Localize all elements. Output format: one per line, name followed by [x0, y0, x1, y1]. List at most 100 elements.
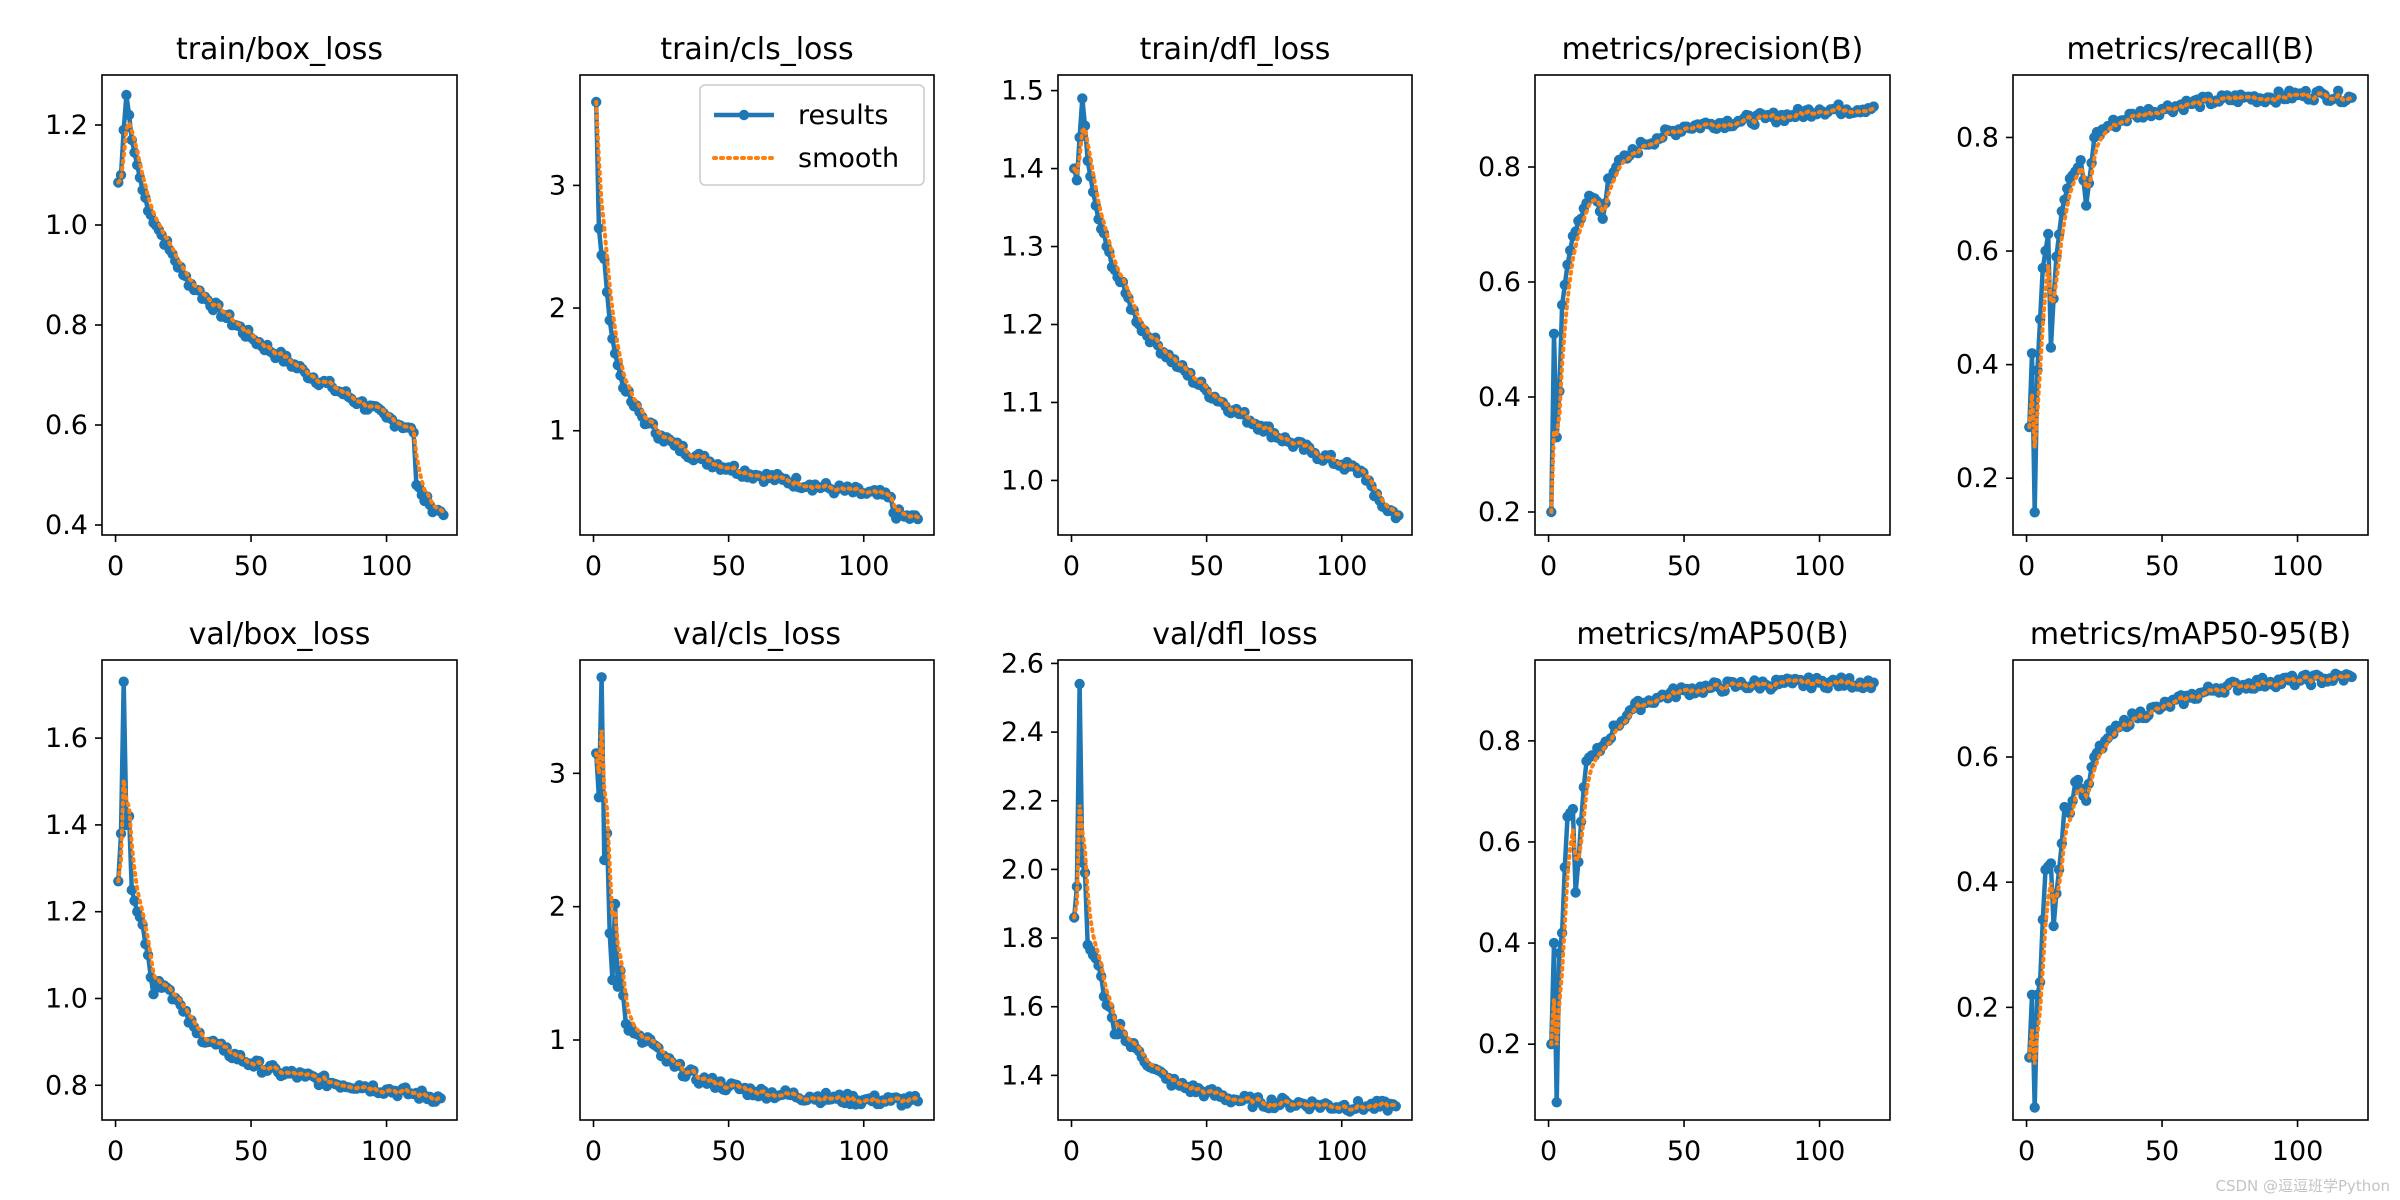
- smooth-line: [2027, 90, 2354, 448]
- y-tick-label: 0.4: [1478, 382, 1521, 413]
- x-tick-label: 100: [1316, 1136, 1368, 1167]
- y-tick-label: 0.6: [1478, 827, 1521, 858]
- y-tick-label: 0.4: [1478, 928, 1521, 959]
- axes-frame: [579, 74, 935, 536]
- results-point: [2045, 858, 2057, 869]
- subplot-val-cls-loss: val/cls_loss 0 50 100 1 2 3: [549, 617, 935, 1167]
- y-tick-label: 0.6: [1478, 267, 1521, 298]
- results-point: [609, 348, 621, 359]
- x-tick-label: 100: [361, 551, 413, 582]
- subplot-title: train/dfl_loss: [1140, 32, 1331, 67]
- x-tick-label: 100: [361, 1136, 413, 1167]
- results-point: [1551, 1097, 1562, 1108]
- legend-results-label: results: [798, 100, 888, 131]
- x-tick-label: 50: [2145, 1136, 2179, 1167]
- x-tick-label: 50: [2145, 551, 2179, 582]
- subplot-metrics-map50-95-b-: metrics/mAP50-95(B) 0 50 100 0.2 0.4 0.6: [1956, 617, 2369, 1167]
- x-tick-label: 0: [585, 1136, 602, 1167]
- x-tick-label: 50: [234, 1136, 268, 1167]
- subplot-title: val/cls_loss: [673, 617, 841, 652]
- legend-results-marker: [738, 109, 750, 121]
- axes-frame: [1534, 74, 1891, 536]
- x-tick-label: 100: [2272, 551, 2324, 582]
- results-line: [1071, 681, 1398, 1114]
- axes-frame: [2012, 74, 2369, 536]
- y-tick-label: 0.2: [1956, 992, 1999, 1023]
- y-tick-label: 2.4: [1001, 717, 1044, 748]
- subplot-metrics-precision-b-: metrics/precision(B) 0 50 100 0.2 0.4 0.6 0.8: [1478, 32, 1891, 582]
- subplot-val-dfl-loss: val/dfl_loss 0 50 100 1.4 1.6 1.8 2.0 2.2 2.4 2.6: [1001, 617, 1413, 1167]
- results-point: [593, 223, 605, 234]
- x-tick-label: 50: [1667, 551, 1701, 582]
- results-point: [2346, 671, 2357, 683]
- results-point: [596, 672, 607, 683]
- y-tick-label: 2: [549, 293, 566, 324]
- subplot-title: train/box_loss: [176, 32, 383, 67]
- results-point: [435, 1093, 446, 1104]
- results-point: [2333, 85, 2344, 97]
- y-tick-label: 1.4: [1001, 1060, 1044, 1091]
- results-point: [2026, 348, 2038, 359]
- x-tick-label: 50: [711, 1136, 745, 1167]
- subplot-title: val/dfl_loss: [1152, 617, 1317, 652]
- axes-frame: [1534, 659, 1891, 1121]
- results-point: [2305, 679, 2317, 691]
- results-point: [2040, 245, 2051, 257]
- results-line: [116, 92, 446, 517]
- y-tick-label: 0.6: [45, 410, 88, 441]
- subplot-metrics-recall-b-: metrics/recall(B) 0 50 100 0.2 0.4 0.6 0.8: [1956, 32, 2369, 582]
- y-tick-label: 1.2: [45, 897, 88, 928]
- x-tick-label: 100: [838, 551, 890, 582]
- results-point: [612, 981, 623, 992]
- y-tick-label: 0.8: [45, 310, 88, 341]
- results-line: [116, 679, 442, 1105]
- subplot-train-dfl-loss: train/dfl_loss 0 50 100 1.0 1.1 1.2 1.3 1.4 1.5: [1001, 32, 1413, 582]
- results-line: [1072, 96, 1401, 521]
- y-tick-label: 1: [549, 416, 566, 447]
- y-tick-label: 1.8: [1001, 923, 1044, 954]
- x-tick-label: 0: [1063, 1136, 1080, 1167]
- subplot-title: val/box_loss: [189, 617, 371, 652]
- subplot-metrics-map50-b-: metrics/mAP50(B) 0 50 100 0.2 0.4 0.6 0.8: [1478, 617, 1891, 1167]
- results-point: [2081, 795, 2092, 806]
- x-tick-label: 0: [2018, 1136, 2035, 1167]
- smooth-line: [2027, 673, 2354, 1065]
- results-point: [607, 333, 618, 344]
- y-tick-label: 1.1: [1001, 387, 1044, 418]
- results-point: [1548, 937, 1560, 949]
- y-tick-label: 0.2: [1956, 463, 1999, 494]
- subplot-title: metrics/mAP50(B): [1576, 617, 1848, 652]
- y-tick-label: 1.2: [45, 110, 88, 141]
- x-tick-label: 100: [1794, 551, 1846, 582]
- y-tick-label: 0.8: [1478, 726, 1521, 757]
- results-point: [1570, 887, 1581, 898]
- results-point: [1567, 803, 1579, 815]
- x-tick-label: 0: [1540, 551, 1557, 582]
- y-tick-label: 0.8: [1478, 152, 1521, 183]
- axes-frame: [579, 659, 935, 1121]
- results-point: [1556, 299, 1568, 311]
- results-point: [1074, 678, 1085, 690]
- smooth-line: [594, 729, 920, 1105]
- y-tick-label: 3: [549, 758, 566, 789]
- watermark: CSDN @逗逗班学Python: [2215, 1177, 2390, 1195]
- y-tick-label: 2.6: [1001, 648, 1044, 679]
- y-tick-label: 1.3: [1001, 232, 1044, 263]
- y-tick-label: 0.2: [1478, 497, 1521, 528]
- y-tick-label: 1.0: [45, 983, 88, 1014]
- smooth-line: [1072, 804, 1398, 1112]
- results-point: [2075, 155, 2086, 166]
- y-tick-label: 3: [549, 170, 566, 201]
- y-tick-label: 1.5: [1001, 76, 1044, 107]
- results-point: [118, 676, 129, 687]
- y-tick-label: 1.0: [45, 210, 88, 241]
- smooth-line: [116, 779, 443, 1103]
- results-point: [599, 854, 610, 866]
- subplot-title: train/cls_loss: [660, 32, 853, 67]
- x-tick-label: 50: [1189, 1136, 1223, 1167]
- results-point: [2072, 774, 2084, 786]
- results-point: [2194, 101, 2206, 113]
- x-tick-label: 100: [2272, 1136, 2324, 1167]
- x-tick-label: 50: [1189, 551, 1223, 582]
